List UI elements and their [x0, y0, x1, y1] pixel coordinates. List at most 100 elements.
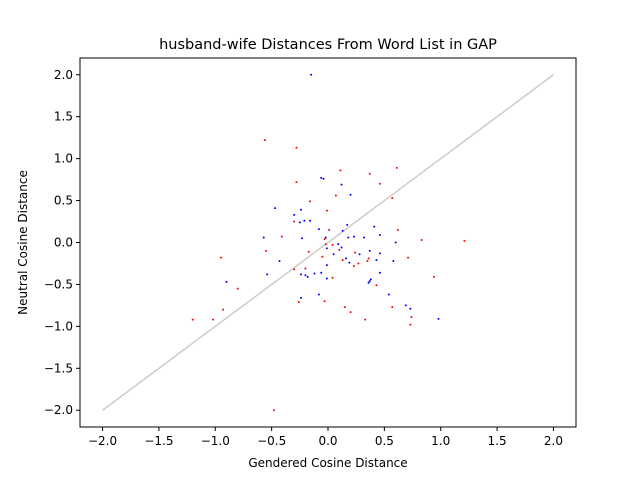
y-tick-label: −1.0: [44, 319, 73, 333]
data-point: [337, 243, 340, 246]
data-point: [280, 235, 283, 238]
data-point: [407, 256, 410, 259]
data-point: [236, 287, 239, 290]
data-point: [368, 172, 371, 175]
data-point: [299, 273, 302, 276]
data-point: [373, 225, 376, 228]
data-point: [306, 275, 309, 278]
y-axis-title: Neutral Cosine Distance: [16, 170, 30, 315]
data-point: [420, 238, 423, 241]
data-point: [368, 249, 371, 252]
data-point: [308, 219, 311, 222]
data-point: [325, 247, 328, 250]
data-point: [301, 237, 304, 240]
data-point: [324, 236, 327, 239]
data-point: [321, 255, 324, 258]
data-point: [396, 228, 399, 231]
data-point: [369, 278, 372, 281]
data-point: [303, 219, 306, 222]
data-point: [339, 169, 342, 172]
y-tick-label: 1.5: [54, 110, 73, 124]
data-point: [352, 235, 355, 238]
data-point: [338, 249, 341, 252]
data-point: [304, 274, 307, 277]
data-point: [378, 182, 381, 185]
data-point: [293, 268, 296, 271]
data-point: [348, 261, 351, 264]
data-point: [395, 166, 398, 169]
data-point: [325, 264, 328, 267]
data-point: [331, 276, 334, 279]
data-point: [212, 318, 215, 321]
x-tick-label: 2.0: [544, 434, 563, 448]
data-points-layer: [191, 73, 466, 412]
y-tick-label: 2.0: [54, 68, 73, 82]
data-point: [293, 220, 296, 223]
data-point: [263, 139, 266, 142]
data-point: [392, 259, 395, 262]
data-point: [391, 306, 394, 309]
data-point: [404, 304, 407, 307]
data-point: [272, 409, 275, 412]
data-point: [357, 262, 360, 265]
data-point: [297, 301, 300, 304]
chart-title: husband-wife Distances From Word List in…: [159, 37, 497, 53]
data-point: [222, 308, 225, 311]
x-tick-label: 0.0: [318, 434, 337, 448]
y-axis-ticks: −2.0 −1.5 −1.0 −0.5 0.0 0.5 1.0 1.5 2.0: [44, 68, 80, 417]
data-point: [317, 228, 320, 231]
y-tick-label: 0.5: [54, 194, 73, 208]
data-point: [387, 293, 390, 296]
data-point: [391, 197, 394, 200]
x-axis-title: Gendered Cosine Distance: [248, 456, 407, 470]
data-point: [295, 181, 298, 184]
data-point: [349, 311, 352, 314]
data-point: [347, 236, 350, 239]
diagonal-reference-line: [102, 74, 554, 411]
data-point: [349, 193, 352, 196]
data-point: [265, 249, 267, 252]
data-point: [331, 244, 334, 247]
data-point: [298, 221, 301, 224]
data-point: [304, 267, 307, 270]
x-tick-label: 1.0: [431, 434, 450, 448]
data-point: [323, 300, 326, 303]
data-point: [323, 238, 326, 241]
data-point: [352, 264, 355, 267]
data-point: [262, 236, 265, 239]
data-point: [274, 207, 277, 210]
data-point: [437, 317, 440, 320]
data-point: [463, 239, 466, 242]
x-tick-label: −2.0: [88, 434, 117, 448]
data-point: [363, 236, 366, 239]
data-point: [320, 176, 323, 179]
data-point: [378, 271, 381, 274]
data-point: [375, 284, 378, 287]
y-tick-label: 0.0: [54, 236, 73, 250]
data-point: [334, 194, 337, 197]
data-point: [345, 257, 348, 260]
data-point: [341, 259, 344, 262]
data-point: [354, 251, 357, 254]
data-point: [317, 293, 320, 296]
data-point: [299, 296, 302, 299]
data-point: [367, 257, 370, 260]
data-point: [307, 250, 310, 253]
reference-line-layer: [102, 74, 554, 411]
data-point: [410, 316, 413, 319]
data-point: [366, 259, 369, 262]
data-point: [328, 228, 331, 231]
data-point: [409, 307, 412, 310]
data-point: [340, 246, 343, 249]
x-tick-label: −0.5: [257, 434, 286, 448]
x-tick-label: 0.5: [375, 434, 394, 448]
x-tick-label: −1.0: [201, 434, 230, 448]
x-axis-ticks: −2.0 −1.5 −1.0 −0.5 0.0 0.5 1.0 1.5 2.0: [88, 427, 563, 448]
data-point: [368, 280, 371, 283]
data-point: [325, 209, 328, 212]
x-tick-label: −1.5: [144, 434, 173, 448]
data-point: [266, 273, 269, 276]
data-point: [219, 256, 222, 259]
data-point: [332, 253, 335, 256]
